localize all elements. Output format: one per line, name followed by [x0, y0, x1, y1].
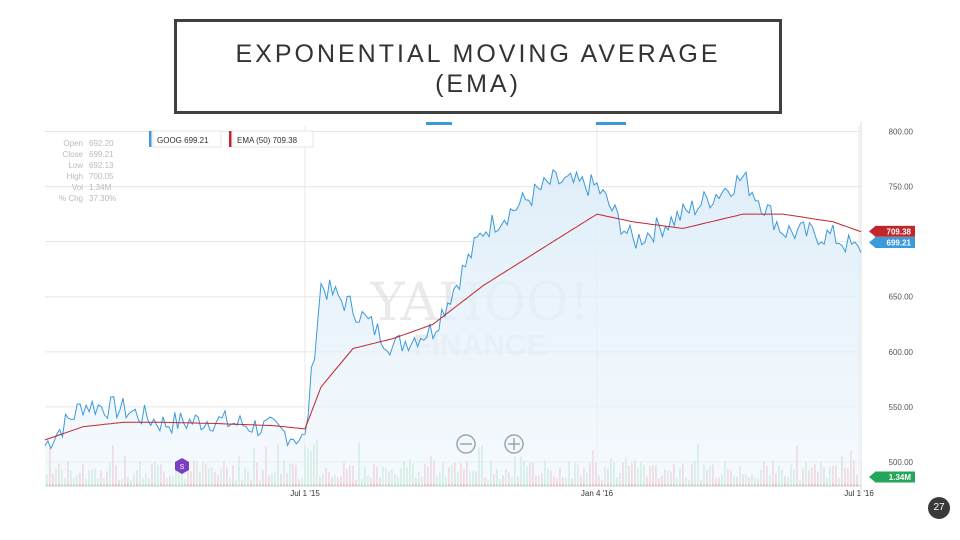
ema-line — [44, 213, 862, 441]
x-tick-label: Jul 1 '15 — [290, 489, 320, 498]
quote-value: 699.21 — [89, 150, 114, 159]
quote-label: Open — [63, 139, 83, 148]
chart-series — [44, 168, 862, 450]
quote-value: 37.30% — [89, 194, 116, 203]
legend-label: EMA (50) 709.38 — [237, 136, 298, 145]
volume-label-box — [875, 471, 915, 483]
price-label-pointer — [869, 226, 875, 237]
quote-label: High — [67, 172, 83, 181]
zoom-controls — [456, 434, 524, 454]
y-tick-label: 600.00 — [889, 348, 914, 357]
x-tick-label: Jul 1 '16 — [844, 489, 874, 498]
volume-label-pointer — [869, 472, 875, 482]
event-marker-icon[interactable]: S — [175, 458, 189, 474]
quote-value: 700.05 — [89, 172, 114, 181]
svg-text:S: S — [180, 464, 185, 471]
quote-label: Low — [68, 161, 83, 170]
legend-box — [232, 130, 314, 148]
x-tick-label: Jan 4 '16 — [581, 489, 614, 498]
y-tick-label: 650.00 — [889, 293, 914, 302]
quote-value: 692.20 — [89, 139, 114, 148]
legend-swatch — [149, 131, 152, 147]
legend-label: GOOG 699.21 — [157, 136, 209, 145]
quote-label: Vol — [72, 183, 83, 192]
y-tick-label: 500.00 — [889, 458, 914, 467]
x-axis: Jul 1 '15 Jan 4 '16 Jul 1 '16 — [290, 489, 874, 498]
slide-title-line-1: EXPONENTIAL MOVING AVERAGE — [235, 40, 721, 68]
quote-value: 1.34M — [89, 183, 112, 192]
quote-panel: Open 692.20 Close 699.21 Low 692.13 High 700.05… — [59, 139, 116, 203]
slide-title-box: EXPONENTIAL MOVING AVERAGE (EMA) — [174, 19, 782, 114]
legend-swatch — [229, 131, 232, 147]
quote-label: Close — [63, 150, 84, 159]
y-tick-label: 550.00 — [889, 403, 914, 412]
quote-value: 692.13 — [89, 161, 114, 170]
page-number-badge: 27 — [928, 497, 950, 519]
zoom-out-icon[interactable] — [456, 434, 476, 454]
zoom-in-icon[interactable] — [504, 434, 524, 454]
volume-label-text: 1.34M — [889, 473, 912, 482]
goog-price-line — [44, 168, 862, 450]
price-label-text: 699.21 — [887, 239, 912, 248]
price-label-text: 709.38 — [887, 227, 912, 236]
price-label-box — [875, 237, 915, 249]
stock-chart: YAHOO! FINANCE 800.00750.00700.00650.006… — [43, 122, 915, 502]
slide-title-line-2: (EMA) — [435, 70, 521, 98]
price-label-pointer — [869, 237, 875, 248]
last-price-labels: 709.38 699.21 1.34M — [869, 225, 915, 483]
range-handle-left[interactable] — [426, 122, 452, 125]
y-tick-label: 750.00 — [889, 183, 914, 192]
chart-legend: GOOG 699.21 EMA (50) 709.38 — [149, 130, 314, 148]
y-tick-label: 800.00 — [889, 128, 914, 137]
quote-label: % Chg — [59, 194, 83, 203]
legend-box — [152, 130, 222, 148]
price-label-box — [875, 225, 915, 237]
range-handle-right[interactable] — [596, 122, 626, 125]
price-area-fill — [45, 169, 861, 485]
